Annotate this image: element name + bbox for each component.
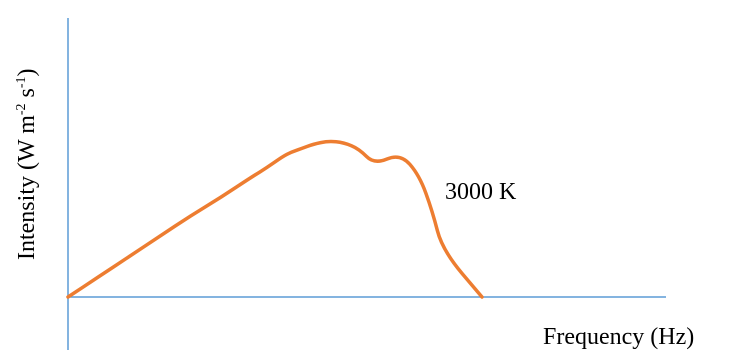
y-axis-label-base: Intensity (W m bbox=[14, 115, 40, 260]
series-line-3000k bbox=[66, 139, 484, 299]
y-axis-label-mid: s bbox=[14, 88, 40, 103]
y-axis-label-exp2: -1 bbox=[14, 76, 29, 88]
x-axis-label: Frequency (Hz) bbox=[543, 324, 694, 350]
y-axis-label: Intensity (W m-2 s-1) bbox=[14, 68, 40, 260]
y-axis-label-end: ) bbox=[14, 68, 40, 76]
y-axis-label-exp1: -2 bbox=[14, 103, 29, 115]
series-label: 3000 K bbox=[445, 179, 517, 205]
